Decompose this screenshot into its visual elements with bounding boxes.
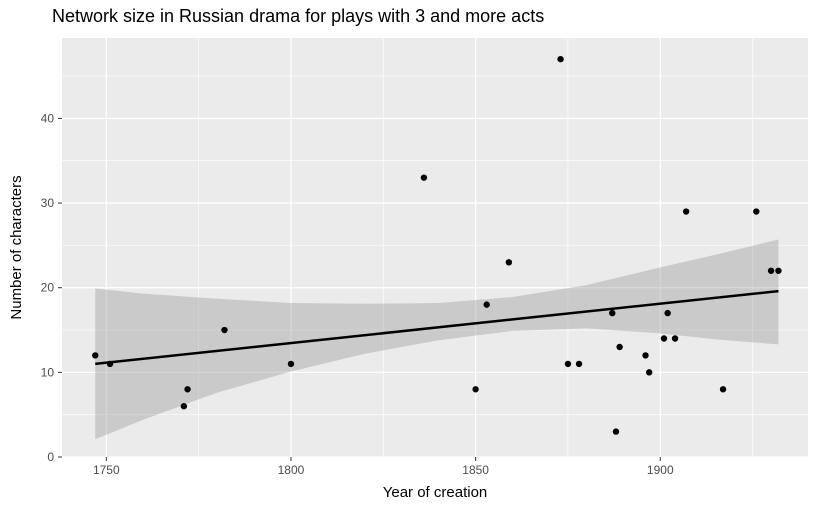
data-point bbox=[287, 360, 295, 368]
data-point bbox=[664, 309, 671, 317]
grid-minor bbox=[62, 38, 808, 457]
x-axis-ticks: 1750 1800 1850 1900 bbox=[93, 457, 674, 477]
y-axis-title: Number of characters bbox=[8, 175, 25, 319]
y-tick-label: 10 bbox=[41, 365, 55, 379]
data-point bbox=[609, 309, 616, 317]
y-tick-label: 0 bbox=[47, 450, 54, 464]
data-point bbox=[564, 360, 572, 368]
data-point bbox=[92, 352, 99, 359]
confidence-band bbox=[95, 239, 779, 440]
data-point bbox=[221, 326, 228, 334]
data-point bbox=[483, 301, 490, 308]
data-point bbox=[184, 386, 191, 393]
x-tick-label: 1900 bbox=[647, 463, 674, 477]
data-point bbox=[753, 208, 760, 215]
data-point bbox=[645, 369, 653, 376]
chart-title: Network size in Russian drama for plays … bbox=[52, 6, 545, 26]
data-points bbox=[92, 55, 782, 435]
data-point bbox=[719, 386, 727, 393]
data-point bbox=[106, 360, 114, 368]
x-tick-label: 1850 bbox=[462, 463, 489, 477]
y-tick-label: 40 bbox=[41, 111, 55, 125]
data-point bbox=[420, 174, 428, 181]
y-axis-ticks: 0 10 20 30 40 bbox=[41, 111, 62, 464]
data-point bbox=[682, 208, 690, 215]
y-tick-label: 20 bbox=[41, 281, 55, 295]
y-tick-label: 30 bbox=[41, 196, 55, 210]
data-point bbox=[660, 335, 668, 342]
data-point bbox=[472, 386, 479, 393]
data-point bbox=[505, 259, 513, 266]
data-point bbox=[612, 428, 620, 435]
data-point bbox=[557, 55, 564, 63]
x-tick-label: 1750 bbox=[93, 463, 120, 477]
x-tick-label: 1800 bbox=[278, 463, 305, 477]
data-point bbox=[642, 352, 649, 359]
data-point bbox=[180, 403, 188, 410]
data-point bbox=[775, 267, 782, 274]
data-point bbox=[616, 343, 623, 351]
data-point bbox=[671, 335, 679, 342]
x-axis-title: Year of creation bbox=[383, 484, 488, 501]
data-point bbox=[767, 267, 775, 274]
trend-line bbox=[95, 289, 779, 366]
data-point bbox=[575, 360, 583, 368]
